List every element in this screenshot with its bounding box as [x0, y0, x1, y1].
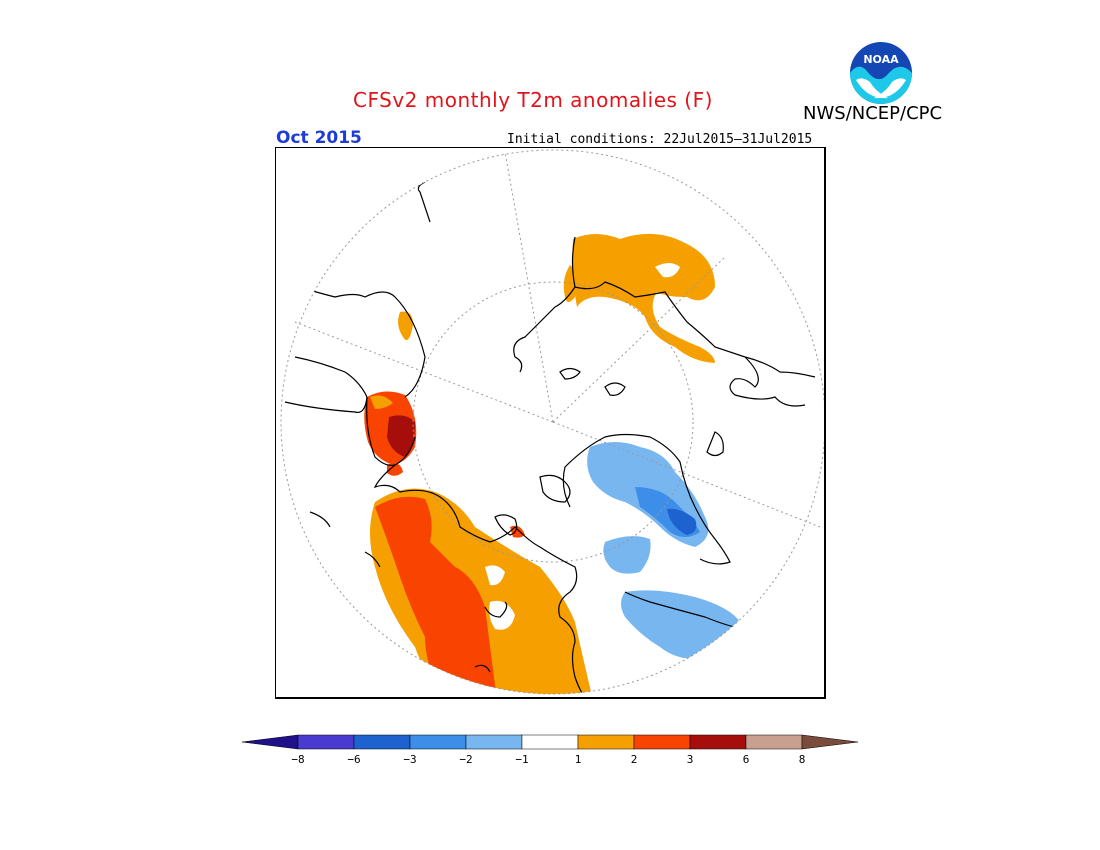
colorbar-arrow-low [241, 734, 299, 750]
neutral-patch [655, 263, 680, 278]
colorbar-tick-label: 2 [631, 753, 638, 766]
colorbar-swatch [745, 734, 803, 750]
hot-region-canada [375, 496, 497, 694]
colorbar-swatch [409, 734, 467, 750]
latitude-circle [412, 281, 694, 563]
colorbar-tick-label: 8 [799, 753, 806, 766]
polar-map [275, 147, 827, 700]
colorbar-tick-label: 3 [687, 753, 694, 766]
warm-region-bering [398, 311, 413, 341]
agency-label: NWS/NCEP/CPC [803, 103, 943, 124]
colorbar-tick-label: −6 [347, 753, 360, 766]
colorbar-legend: −8 −6 −3 −2 −1 1 2 3 6 8 [241, 734, 859, 766]
colorbar-tick-label: −2 [459, 753, 472, 766]
noaa-logo-text: NOAA [863, 53, 899, 66]
colorbar-tick-label: 1 [575, 753, 582, 766]
colorbar-arrow-high [801, 734, 859, 750]
cold-region-core [667, 508, 697, 535]
initial-conditions: Initial conditions: 22Jul2015–31Jul2015 [507, 132, 813, 147]
colorbar-swatch [577, 734, 635, 750]
cold-region-scandinavia [621, 590, 740, 659]
colorbar-swatch [521, 734, 579, 750]
anomaly-fields [364, 233, 740, 694]
chart-title: CFSv2 monthly T2m anomalies (F) [353, 88, 713, 112]
coastlines [284, 181, 816, 694]
colorbar-tick-label: 6 [743, 753, 750, 766]
colorbar-tick-label: −3 [403, 753, 416, 766]
map-frame [275, 147, 826, 699]
colorbar-tick-label: −8 [291, 753, 304, 766]
colorbar-swatch [689, 734, 747, 750]
colorbar-swatch [353, 734, 411, 750]
hot-region-alaska [387, 415, 415, 457]
colorbar-swatch [633, 734, 691, 750]
noaa-logo: NOAA [850, 42, 912, 104]
colorbar-swatch [465, 734, 523, 750]
colorbar-swatch [297, 734, 355, 750]
colorbar-tick-label: −1 [515, 753, 528, 766]
warm-region-siberia [572, 233, 715, 363]
forecast-month: Oct 2015 [276, 128, 362, 148]
cold-region-baffin [603, 536, 651, 574]
